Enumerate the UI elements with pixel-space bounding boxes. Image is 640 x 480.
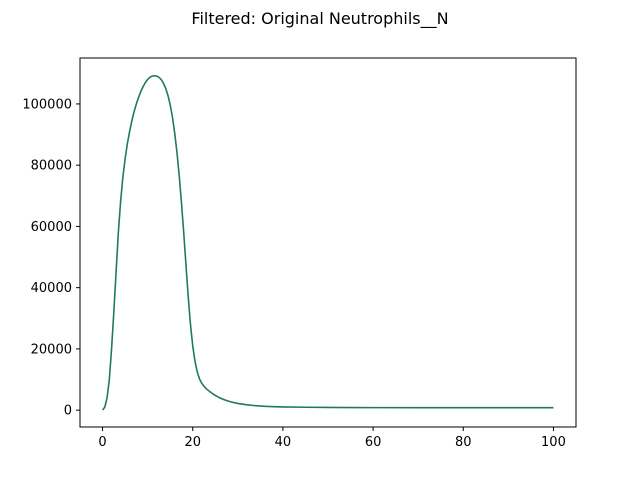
- plot-frame: [79, 57, 577, 428]
- series-line: [101, 74, 554, 411]
- x-tick-label: 60: [365, 435, 382, 450]
- y-tick-label: 40000: [31, 281, 72, 296]
- y-tick-label: 80000: [31, 159, 72, 174]
- y-tick-label: 60000: [31, 220, 72, 235]
- y-tick-label: 100000: [22, 97, 72, 112]
- x-tick-label: 40: [275, 435, 292, 450]
- x-tick-label: 0: [98, 435, 106, 450]
- series-layer: [101, 74, 554, 411]
- chart-title: Filtered: Original Neutrophils__N: [191, 9, 448, 29]
- x-tick-label: 80: [455, 435, 472, 450]
- y-tick-label: 0: [64, 404, 72, 419]
- x-tick-label: 20: [184, 435, 201, 450]
- x-tick-label: 100: [541, 435, 566, 450]
- axis-ticks: 0 20 40 60 80 100 0 20000 40000 60000 80000 100000: [22, 97, 566, 450]
- y-tick-label: 20000: [31, 342, 72, 357]
